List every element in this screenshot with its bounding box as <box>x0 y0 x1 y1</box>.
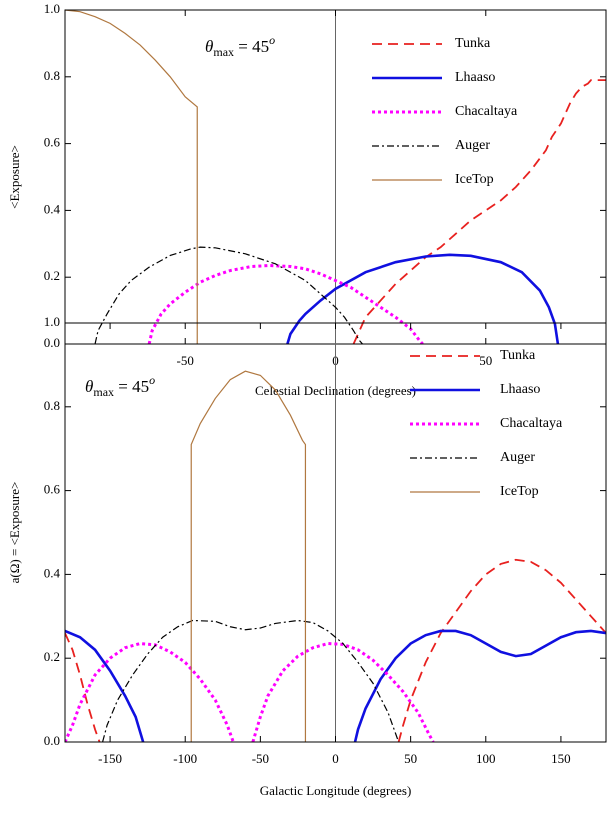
y-tick-label: 1.0 <box>44 1 60 16</box>
legend-label: Chacaltaya <box>500 416 563 431</box>
series-line <box>101 619 400 742</box>
x-tick-label: -100 <box>173 751 197 766</box>
legend-label: Lhaaso <box>500 382 540 397</box>
legend-label: Tunka <box>500 348 536 363</box>
annotation-superscript: o <box>269 33 275 47</box>
y-tick-label: 0.4 <box>44 201 61 216</box>
x-tick-label: 100 <box>476 751 496 766</box>
legend-label: Lhaaso <box>455 70 495 85</box>
y-tick-label: 0.6 <box>44 482 61 497</box>
y-tick-label: 0.8 <box>44 68 60 83</box>
y-tick-label: 0.0 <box>44 733 60 748</box>
y-tick-label: 1.0 <box>44 314 60 329</box>
annotation-subscript: max <box>93 385 114 399</box>
y-axis-label: a(Ω) = <Exposure> <box>7 482 22 584</box>
series-line <box>352 79 606 344</box>
annotation-text: = 45 <box>114 377 149 396</box>
series-line <box>65 9 198 344</box>
annotation-subscript: max <box>213 45 234 59</box>
annotation-symbol: θ <box>205 37 213 56</box>
series-line <box>65 558 606 742</box>
legend-label: Chacaltaya <box>455 104 518 119</box>
plot-frame <box>64 322 607 743</box>
series-line <box>190 370 307 742</box>
legend-label: IceTop <box>500 484 539 499</box>
x-tick-label: 150 <box>551 751 571 766</box>
legend-label: IceTop <box>455 172 494 187</box>
series-line <box>65 629 606 742</box>
legend-label: Auger <box>455 138 490 153</box>
x-tick-label: -50 <box>177 353 194 368</box>
x-tick-label: 50 <box>479 353 492 368</box>
annotation-symbol: θ <box>85 377 93 396</box>
y-tick-label: 0.4 <box>44 565 61 580</box>
y-tick-label: 0.2 <box>44 649 60 664</box>
annotation-text: = 45 <box>234 37 269 56</box>
series-line <box>94 246 363 344</box>
legend-label: Tunka <box>455 36 491 51</box>
x-tick-label: 50 <box>404 751 417 766</box>
y-axis-label: <Exposure> <box>7 145 22 209</box>
x-axis-label: Galactic Longitude (degrees) <box>260 783 412 798</box>
y-tick-label: 0.8 <box>44 398 60 413</box>
y-tick-label: 0.0 <box>44 335 60 350</box>
x-tick-label: -150 <box>98 751 122 766</box>
x-tick-label: -50 <box>252 751 269 766</box>
annotation: θmax = 45o <box>85 373 155 399</box>
y-tick-label: 0.2 <box>44 268 60 283</box>
series-line <box>286 253 560 344</box>
annotation-superscript: o <box>149 373 155 387</box>
annotation: θmax = 45o <box>205 33 275 59</box>
series-line <box>147 264 424 344</box>
x-tick-label: 0 <box>332 751 339 766</box>
legend-label: Auger <box>500 450 535 465</box>
y-tick-label: 0.6 <box>44 135 61 150</box>
